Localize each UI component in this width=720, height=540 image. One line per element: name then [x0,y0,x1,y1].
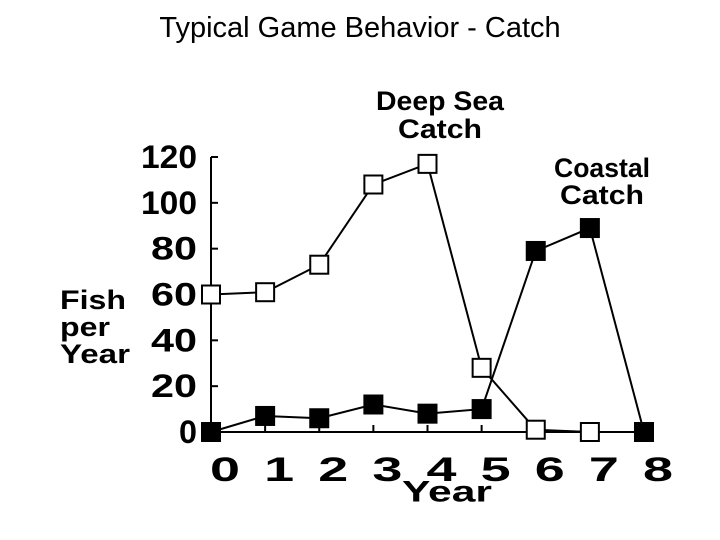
y-tick-label: 60 [151,277,197,313]
y-axis-label-line: per [60,312,111,342]
series-label: Coastal [554,153,650,183]
data-point-series-0 [471,357,492,378]
x-tick-label: 3 [372,451,402,489]
data-point-series-0 [309,254,330,275]
data-point-series-0 [417,153,438,174]
y-tick-label: 120 [141,139,197,175]
x-tick-label: 2 [318,451,348,489]
y-tick-label: 80 [151,231,197,267]
x-tick-label: 4 [427,451,457,489]
y-axis-label-line: Year [60,339,131,369]
data-point-series-0 [525,419,546,440]
data-point-series-1 [525,240,546,261]
x-tick-label: 7 [589,451,619,489]
x-tick-label: 6 [535,451,565,489]
data-point-series-0 [255,282,276,303]
y-tick-label: 40 [151,322,197,358]
data-point-series-1 [363,394,384,415]
series-label: Catch [560,180,644,210]
x-tick-label: 8 [643,451,673,489]
chart-title: Typical Game Behavior - Catch [159,12,561,44]
data-point-series-0 [579,422,600,442]
data-point-series-1 [417,403,438,424]
data-point-series-0 [363,174,384,195]
data-point-series-1 [579,218,600,239]
y-tick-label: 0 [179,414,197,450]
series-label: Catch [398,114,482,144]
data-point-series-1 [634,422,654,442]
x-tick-label: 5 [481,451,511,489]
y-tick-label: 20 [151,368,197,404]
x-axis-label: Year [402,476,492,509]
x-tick-label: 0 [210,451,240,489]
data-point-series-0 [201,284,221,305]
data-point-series-1 [309,408,330,429]
y-axis-label-line: Fish [60,285,126,315]
data-point-series-1 [201,422,221,442]
series-markers [201,153,654,442]
x-tick-label: 1 [264,451,294,489]
series-label: Deep Sea [376,86,505,116]
data-point-series-1 [255,405,276,426]
data-point-series-1 [471,399,492,420]
series-line-1 [210,226,645,433]
y-tick-label: 100 [141,185,197,221]
